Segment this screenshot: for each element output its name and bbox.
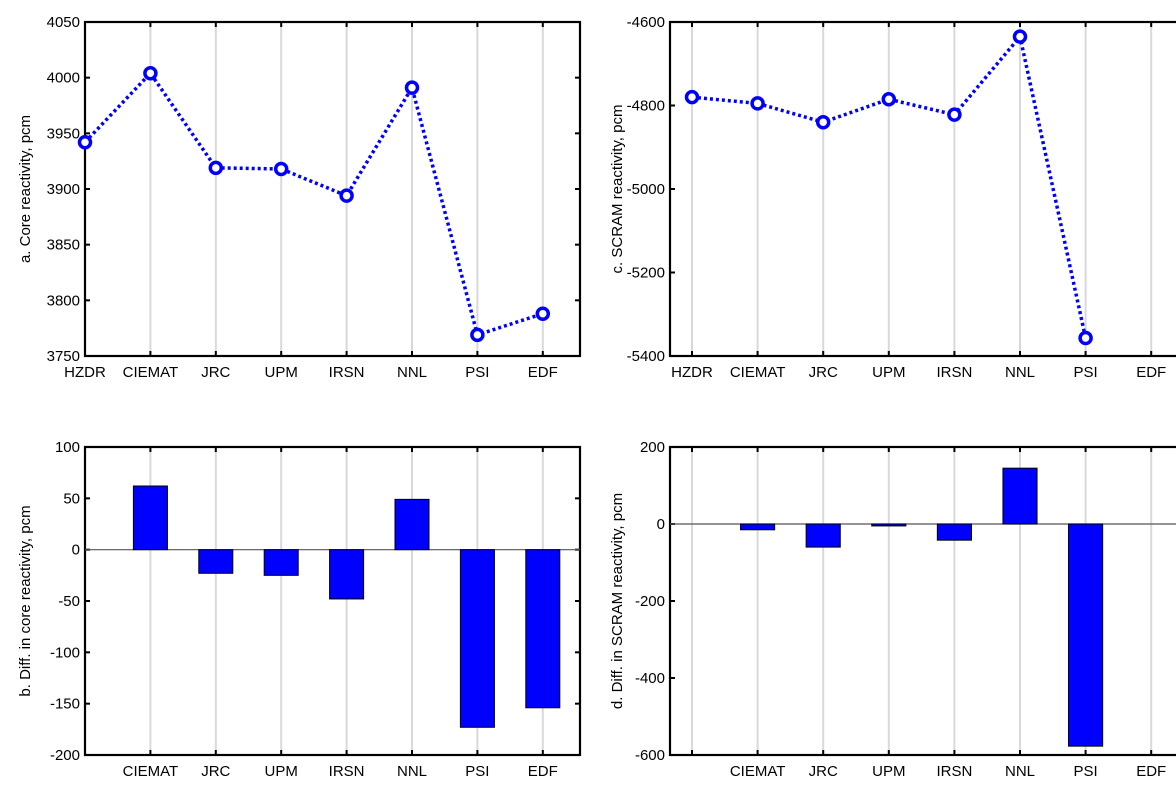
chart-b: -200 -150 -100 -50 0 50 100 CIEMAT JRC UPM IRSN NNL…	[17, 439, 582, 780]
y-tick-label: 3800	[47, 292, 80, 309]
x-tick-label: NNL	[1005, 364, 1035, 381]
y-tick-label: -200	[635, 593, 665, 610]
x-tick-label: EDF	[1136, 364, 1166, 381]
y-tick-label: 4050	[47, 14, 80, 31]
y-tick-label: 200	[640, 439, 665, 456]
bar-jrc	[805, 523, 841, 548]
y-tick-label: 3750	[47, 348, 80, 365]
series-line	[85, 70, 544, 338]
bar-nnl	[1002, 467, 1038, 525]
x-tick-label: PSI	[1074, 364, 1098, 381]
y-tick-label: -5400	[627, 348, 665, 365]
x-tick-label: UPM	[872, 364, 905, 381]
bar-psi	[459, 549, 495, 728]
y-axis-label: d. Diff. in SCRAM reactivity, pcm	[609, 493, 626, 709]
x-tick-label: JRC	[809, 763, 838, 780]
y-tick-label: 0	[657, 516, 665, 533]
bar-irsn	[936, 523, 972, 541]
y-tick-label: -5200	[627, 265, 665, 282]
x-tick-label: PSI	[465, 364, 489, 381]
x-tick-label: CIEMAT	[123, 364, 179, 381]
point-edf	[535, 306, 551, 321]
x-tick-label: UPM	[265, 763, 298, 780]
x-tick-label: JRC	[201, 364, 230, 381]
x-tick-label: IRSN	[936, 763, 972, 780]
point-irsn	[947, 107, 962, 122]
x-tick-label: EDF	[1136, 763, 1166, 780]
x-tick-label: UPM	[265, 364, 298, 381]
x-tick-label: IRSN	[329, 364, 365, 381]
x-tick-label: HZDR	[64, 364, 106, 381]
x-tick-label: CIEMAT	[123, 763, 179, 780]
y-tick-label: -5000	[627, 181, 665, 198]
y-tick-label: -100	[50, 644, 80, 661]
bar-upm	[871, 523, 907, 527]
x-tick-label: IRSN	[329, 763, 365, 780]
y-tick-label: 0	[72, 542, 80, 559]
point-ciemat	[750, 96, 765, 111]
point-nnl	[1012, 29, 1028, 44]
chart-a: 3750 3800 3850 3900 3950 4000 4050 HZDR CIEMAT JR…	[17, 14, 582, 381]
y-tick-label: 3950	[47, 125, 80, 142]
x-tick-label: EDF	[528, 763, 558, 780]
x-tick-label: HZDR	[671, 364, 713, 381]
y-tick-label: 3850	[47, 237, 80, 254]
chart-c: -5400 -5200 -5000 -4800 -4600 HZDR CIEMAT JRC UP…	[609, 14, 1176, 381]
y-tick-label: 100	[55, 439, 80, 456]
x-tick-label: PSI	[1074, 763, 1098, 780]
bar-nnl	[394, 498, 430, 551]
point-jrc	[815, 114, 831, 130]
point-hzdr	[77, 134, 93, 150]
y-axis-label: c. SCRAM reactivity, pcm	[609, 105, 626, 274]
x-tick-label: PSI	[465, 763, 489, 780]
x-tick-label: NNL	[397, 364, 427, 381]
y-axis-label: a. Core reactivity, pcm	[17, 115, 34, 263]
x-tick-label: UPM	[872, 763, 905, 780]
y-tick-label: -600	[635, 747, 665, 764]
x-tick-label: NNL	[1005, 763, 1035, 780]
point-psi	[1078, 330, 1093, 346]
bar-ciemat	[740, 523, 776, 531]
point-jrc	[208, 160, 224, 176]
bar-upm	[263, 549, 299, 576]
x-tick-label: CIEMAT	[730, 364, 786, 381]
x-tick-label: CIEMAT	[730, 763, 786, 780]
bar-ciemat	[132, 485, 168, 551]
x-tick-label: JRC	[809, 364, 838, 381]
y-tick-label: -200	[50, 747, 80, 764]
bar-psi	[1068, 523, 1104, 747]
y-tick-label: -400	[635, 670, 665, 687]
y-tick-label: 3900	[47, 181, 80, 198]
chart-d: -600 -400 -200 0 200 CIEMAT JRC UPM IRSN NNL PSI ED…	[609, 439, 1176, 780]
point-upm	[881, 91, 897, 107]
y-axis-label: b. Diff. in core reactivity, pcm	[17, 505, 34, 696]
y-tick-label: 4000	[47, 70, 80, 87]
point-nnl	[404, 80, 420, 95]
point-ciemat	[143, 65, 158, 81]
x-tick-label: NNL	[397, 763, 427, 780]
y-tick-label: -50	[58, 593, 80, 610]
point-psi	[470, 327, 485, 343]
bar-edf	[525, 549, 561, 709]
x-tick-label: IRSN	[936, 364, 972, 381]
bar-jrc	[198, 549, 234, 574]
y-tick-label: 50	[63, 490, 80, 507]
y-tick-label: -150	[50, 696, 80, 713]
point-irsn	[339, 188, 354, 203]
x-tick-label: EDF	[528, 364, 558, 381]
y-tick-label: -4600	[627, 14, 665, 31]
plot-frame	[668, 20, 1176, 358]
bar-irsn	[329, 549, 365, 600]
point-upm	[273, 161, 289, 177]
x-tick-label: JRC	[201, 763, 230, 780]
y-tick-label: -4800	[627, 98, 665, 115]
point-hzdr	[684, 89, 700, 105]
